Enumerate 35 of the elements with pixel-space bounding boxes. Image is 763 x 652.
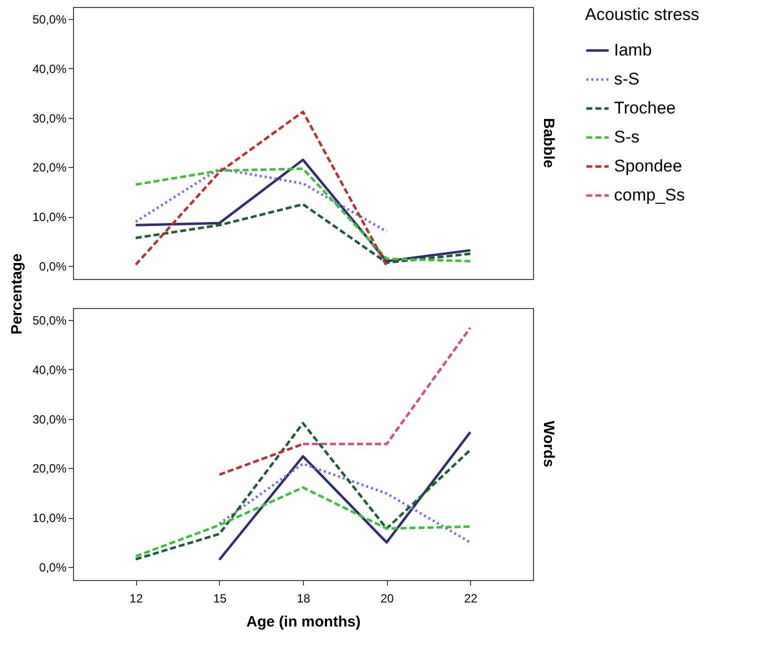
legend-label: comp_Ss [614,186,685,204]
y-tick-label: 50,0% [32,12,67,26]
y-tick-label: 30,0% [32,412,67,426]
y-axis-title: Percentage [8,254,26,334]
x-tick-label: 22 [464,592,478,606]
x-tick-label: 15 [213,592,227,606]
y-tick-label: 40,0% [32,62,67,76]
y-tick-label: 10,0% [32,511,67,526]
y-tick-label: 30,0% [32,111,67,126]
y-tick-label: 40,0% [32,362,67,377]
x-tick-label: 12 [130,592,144,606]
y-tick-label: 20,0% [32,160,67,175]
legend-label: Iamb [614,40,652,60]
x-tick-label: 20 [380,592,394,606]
legend-title: Acoustic stress [585,5,700,24]
text: Words [540,420,557,468]
line-series [134,110,388,267]
line-series [218,462,472,544]
y-tick-label: 20,0% [32,462,67,476]
line-series [134,203,472,264]
line-series [134,422,472,560]
legend-label: Trochee [614,98,676,118]
legend-label: S-s [614,128,640,146]
x-axis-title: Age (in months) [246,614,361,630]
legend-label: Spondee [614,156,682,176]
line-series [134,486,472,558]
y-tick-label: 50,0% [32,313,67,328]
x-tick-label: 18 [296,592,310,606]
y-tick-label: 10,0% [32,210,67,224]
y-tick-label: 0,0% [39,560,67,575]
legend-label: s-S [614,70,640,88]
line-series [218,430,472,561]
line-series [134,167,388,233]
y-tick-label: 0,0% [39,260,67,274]
text: Babble [540,118,557,168]
